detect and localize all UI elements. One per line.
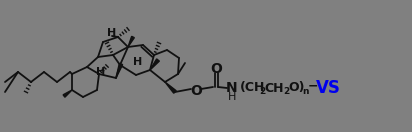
Text: VS: VS	[316, 79, 341, 97]
Text: H: H	[228, 92, 236, 102]
Text: N: N	[226, 81, 238, 95]
Polygon shape	[128, 36, 134, 47]
Text: H: H	[108, 28, 117, 38]
Polygon shape	[63, 90, 72, 97]
Text: H: H	[133, 57, 143, 67]
Text: CH: CH	[264, 81, 283, 95]
Polygon shape	[150, 59, 159, 70]
Polygon shape	[165, 82, 176, 93]
Text: n: n	[302, 87, 309, 96]
Polygon shape	[116, 63, 123, 78]
Text: −: −	[308, 80, 318, 93]
Text: H: H	[96, 67, 105, 77]
Text: O: O	[211, 62, 222, 76]
Text: (CH: (CH	[240, 81, 265, 95]
Text: O: O	[190, 84, 202, 98]
Text: 2: 2	[259, 87, 265, 96]
Text: 2: 2	[283, 87, 289, 96]
Text: O): O)	[288, 81, 304, 95]
